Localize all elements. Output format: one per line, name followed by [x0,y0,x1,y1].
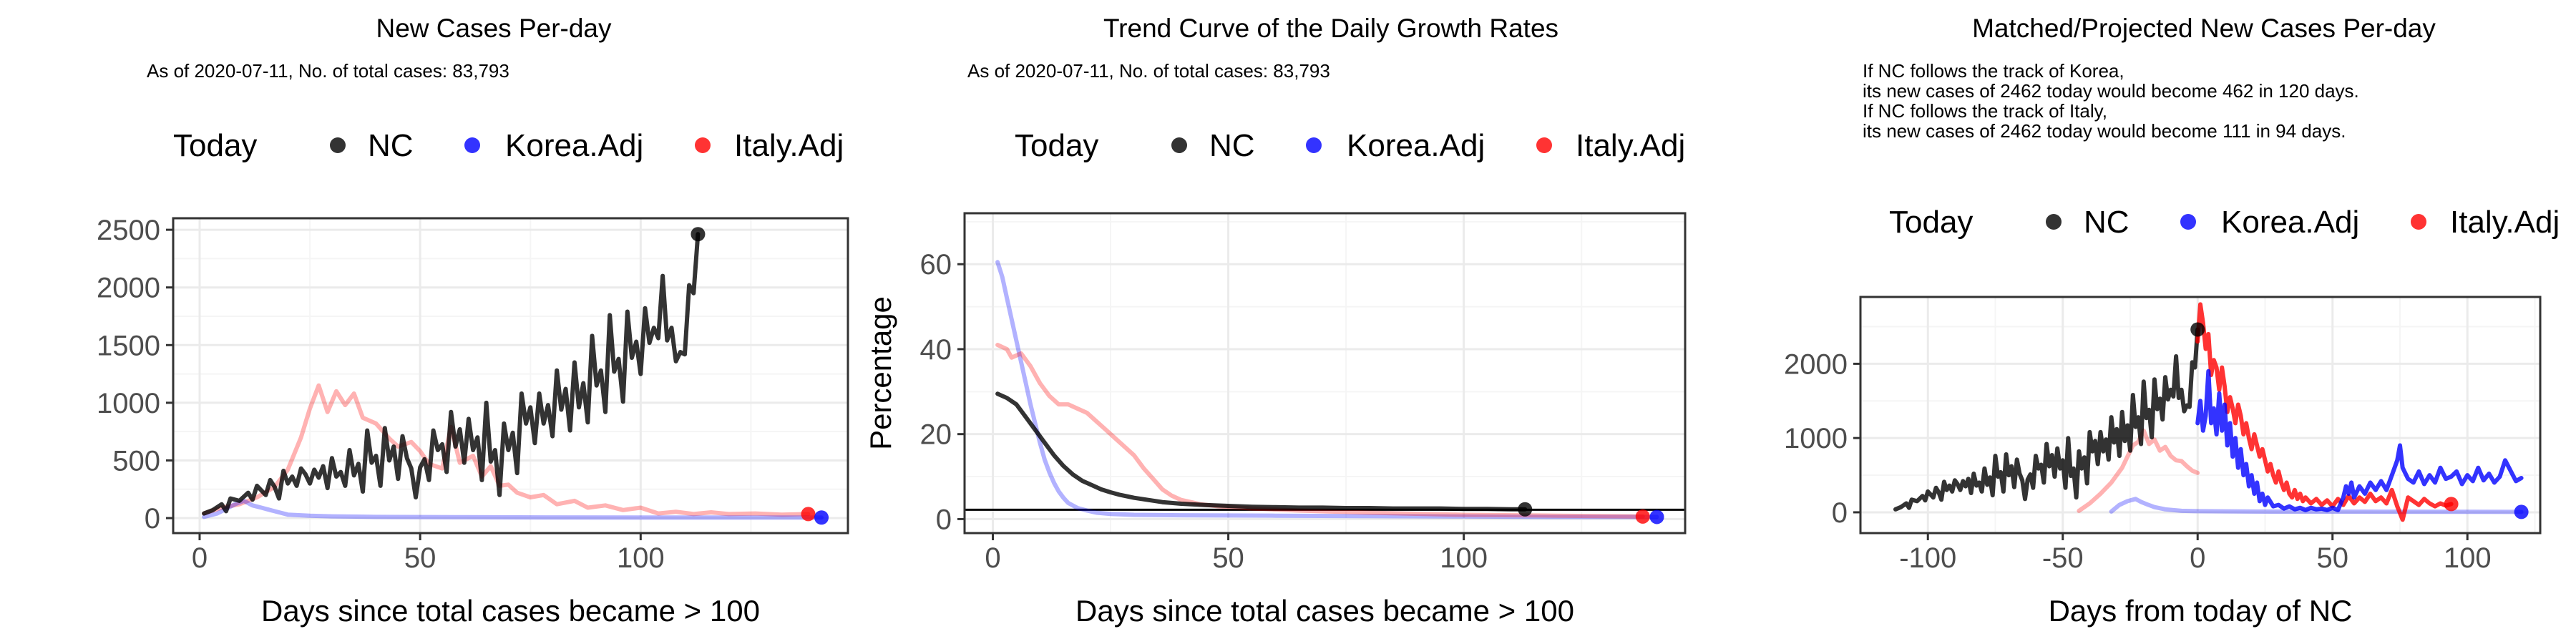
today-point-nc [1518,502,1532,517]
plot-area [965,213,1685,533]
legend: Today NC Korea.Adj Italy.Adj [173,128,844,163]
legend-key-nc [1171,137,1187,153]
legend-label: NC [368,128,414,163]
legend: Today NC Korea.Adj Italy.Adj [1889,205,2560,240]
legend-title: Today [1889,205,1973,240]
legend-key-korea-adj [464,137,480,153]
legend-key-nc [2046,214,2062,230]
legend-key-korea-adj [2180,214,2196,230]
legend-key-italy-adj [1536,137,1552,153]
x-tick-label: -50 [2042,542,2084,574]
y-tick-label: 2000 [1784,348,1848,380]
chart-title: Trend Curve of the Daily Growth Rates [1103,14,1558,43]
today-point-italy-adj [2444,497,2459,511]
x-tick-label: 50 [1212,542,1244,574]
x-tick-label: 50 [404,542,436,574]
chart-panel-1: New Cases Per-day As of 2020-07-11, No. o… [97,14,848,628]
legend-title: Today [1015,128,1098,163]
today-point-italy-adj [1636,509,1650,524]
today-point-nc [2190,322,2205,336]
chart-subtitle-line: If NC follows the track of Korea, [1863,60,2124,82]
y-tick-label: 1000 [97,388,160,419]
legend-title: Today [173,128,257,163]
y-tick-label: 1500 [97,330,160,361]
y-axis-label: Percentage [864,296,897,450]
legend-label: Italy.Adj [2450,205,2560,240]
legend-label: Italy.Adj [1576,128,1685,163]
legend-label: Korea.Adj [1347,128,1485,163]
legend-label: Italy.Adj [734,128,844,163]
x-tick-label: -100 [1899,542,1956,574]
y-tick-label: 0 [145,503,160,535]
x-axis-label: Days from today of NC [2049,594,2353,628]
today-point-korea-adj [2514,504,2529,519]
y-tick-label: 0 [1832,497,1848,529]
x-tick-label: 100 [617,542,665,574]
x-axis-label: Days since total cases became > 100 [261,594,760,628]
chart-title: Matched/Projected New Cases Per-day [1972,14,2436,43]
x-tick-label: 0 [2190,542,2205,574]
y-tick-label: 20 [920,419,952,451]
chart-subtitle-line: As of 2020-07-11, No. of total cases: 83… [147,60,509,82]
x-tick-label: 100 [2444,542,2492,574]
today-point-korea-adj [814,510,829,525]
legend-key-nc [330,137,346,153]
x-axis-label: Days since total cases became > 100 [1075,594,1574,628]
legend-key-italy-adj [2411,214,2426,230]
chart-panel-3: Matched/Projected New Cases Per-day If NC… [1784,14,2560,628]
y-tick-label: 40 [920,334,952,366]
chart-subtitle-line: its new cases of 2462 today would become… [1863,120,2346,142]
x-tick-label: 100 [1440,542,1488,574]
chart-title: New Cases Per-day [376,14,612,43]
y-tick-label: 500 [112,445,160,477]
x-tick-label: 50 [2316,542,2348,574]
legend-key-italy-adj [695,137,711,153]
chart-subtitle-line: If NC follows the track of Italy, [1863,100,2107,122]
chart-subtitle-line: its new cases of 2462 today would become… [1863,80,2359,102]
y-tick-label: 2500 [97,215,160,246]
chart-subtitle-line: As of 2020-07-11, No. of total cases: 83… [967,60,1330,82]
y-tick-label: 1000 [1784,423,1848,454]
y-tick-label: 0 [936,504,952,535]
x-tick-label: 0 [192,542,208,574]
today-point-korea-adj [1650,509,1664,524]
legend-label: NC [1209,128,1255,163]
chart-panel-2: Trend Curve of the Daily Growth Rates As … [864,14,1685,628]
y-tick-label: 60 [920,249,952,280]
today-point-italy-adj [801,507,816,521]
y-tick-label: 2000 [97,273,160,304]
legend-label: Korea.Adj [505,128,643,163]
legend-key-korea-adj [1306,137,1322,153]
legend-label: NC [2084,205,2129,240]
today-point-nc [691,227,705,241]
legend-label: Korea.Adj [2221,205,2359,240]
x-tick-label: 0 [985,542,1000,574]
legend: Today NC Korea.Adj Italy.Adj [1015,128,1685,163]
